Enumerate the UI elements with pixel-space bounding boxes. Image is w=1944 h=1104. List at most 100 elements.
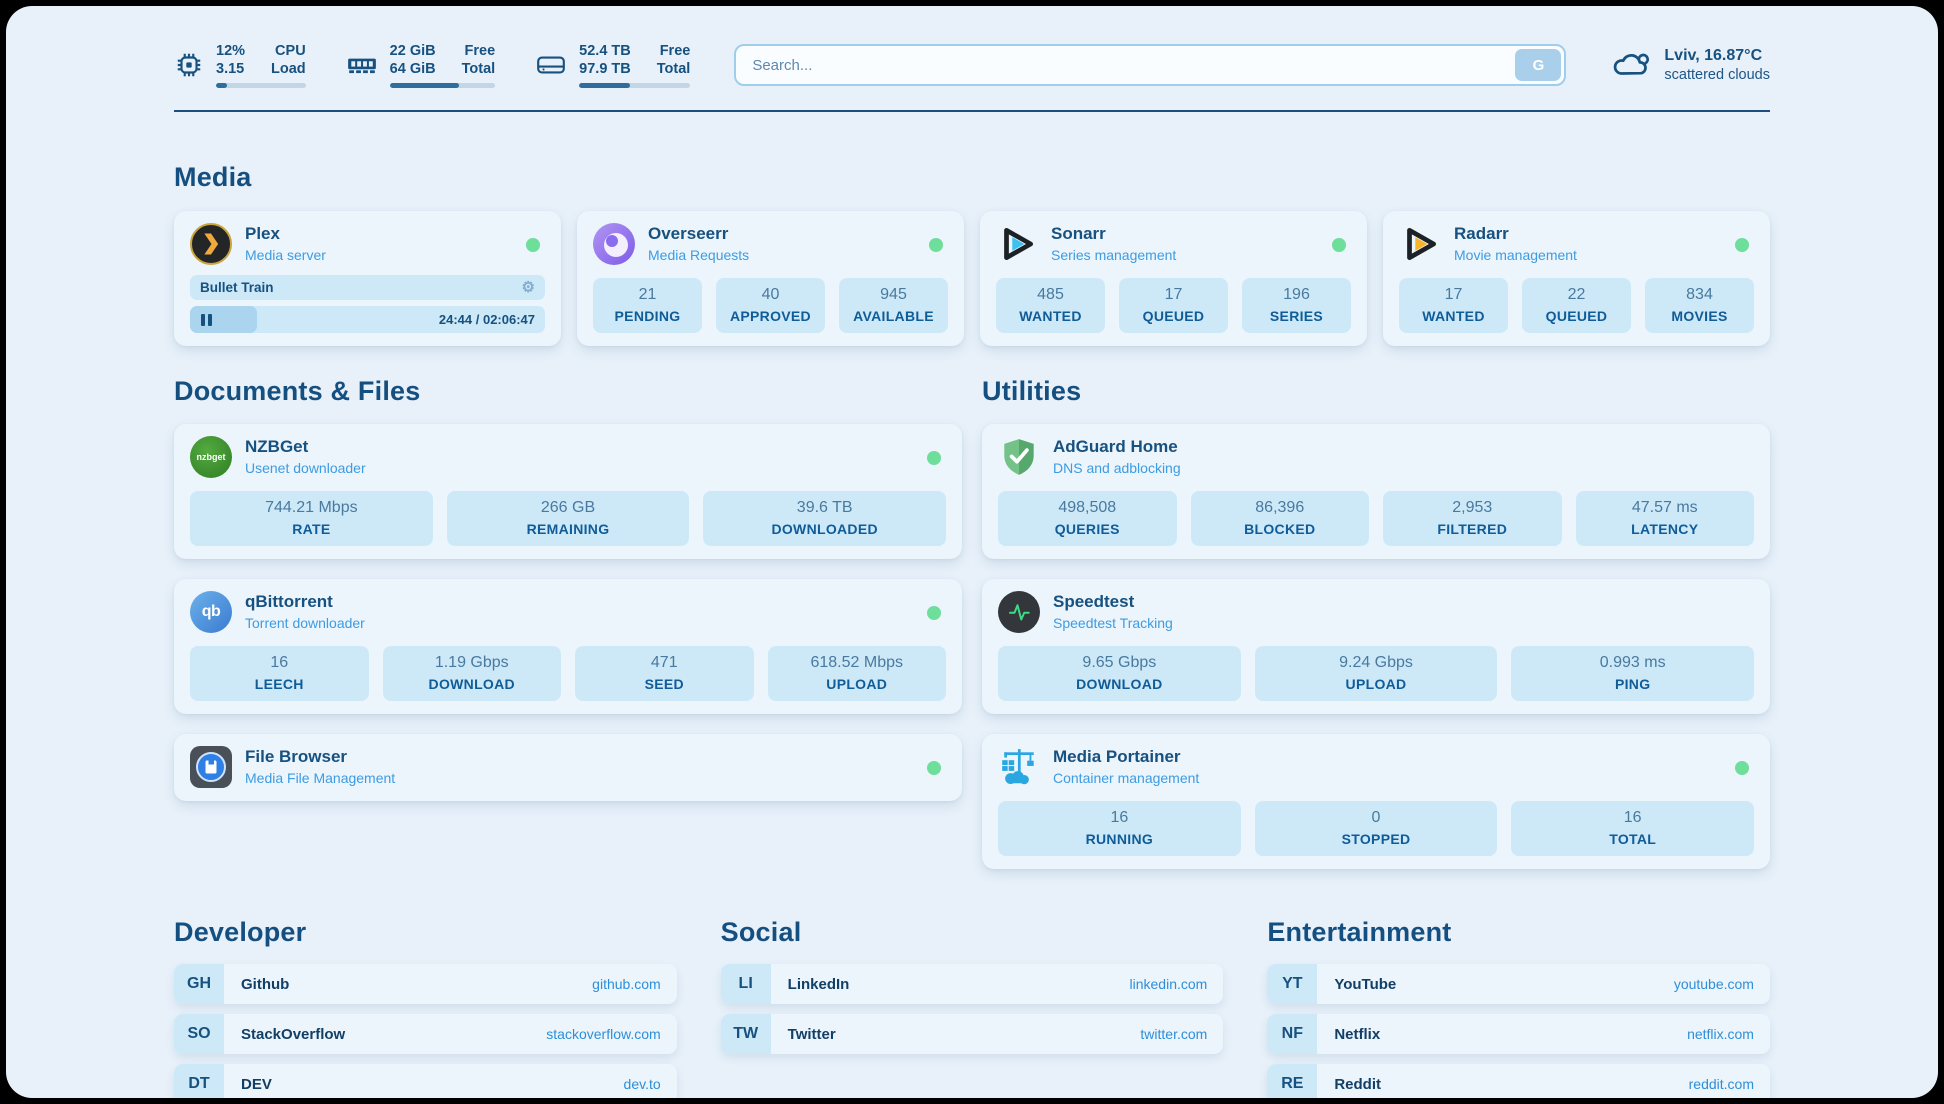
disk-label-top: Free xyxy=(659,43,691,59)
bookmark-name: YouTube xyxy=(1334,975,1397,993)
bookmark-url: github.com xyxy=(592,976,661,992)
bookmark-url: stackoverflow.com xyxy=(546,1026,661,1042)
stat-queries: 498,508 QUERIES xyxy=(998,491,1177,546)
disk-label-bottom: Total xyxy=(656,61,691,77)
bookmark-abbr: SO xyxy=(174,1014,224,1054)
stat-wanted: 17 WANTED xyxy=(1399,278,1508,333)
stat-remaining: 266 GB REMAINING xyxy=(446,491,690,546)
bookmark-name: Netflix xyxy=(1334,1025,1381,1043)
gear-icon[interactable]: ⚙ xyxy=(521,278,535,296)
system-widgets: 12% 3.15 CPU Load xyxy=(174,42,691,88)
bookmark-dev[interactable]: DT DEV dev.to xyxy=(174,1064,677,1098)
disk-total-value: 97.9 TB xyxy=(579,61,631,77)
stat-wanted: 485 WANTED xyxy=(996,278,1105,333)
ram-widget: 22 GiB 64 GiB Free Total xyxy=(346,42,496,88)
bookmark-abbr: TW xyxy=(720,1014,771,1054)
app-card-radarr[interactable]: Radarr Movie management 17 WANTED 22 QUE… xyxy=(1383,211,1770,346)
stat-seed: 471 SEED xyxy=(575,646,754,701)
bookmark-abbr: YT xyxy=(1267,964,1318,1004)
app-name: Sonarr xyxy=(1051,224,1106,243)
cpu-widget: 12% 3.15 CPU Load xyxy=(174,42,306,88)
stat-downloaded: 39.6 TB DOWNLOADED xyxy=(703,491,947,546)
disk-free-value: 52.4 TB xyxy=(579,43,631,59)
bookmark-stackoverflow[interactable]: SO StackOverflow stackoverflow.com xyxy=(174,1014,677,1054)
bookmark-abbr: DT xyxy=(174,1064,224,1098)
cpu-usage-value: 12% xyxy=(216,43,246,59)
ram-free-value: 22 GiB xyxy=(389,43,436,59)
app-description: Container management xyxy=(1053,770,1200,786)
header-divider xyxy=(174,110,1770,112)
bookmark-abbr: NF xyxy=(1267,1014,1318,1054)
portainer-icon xyxy=(998,746,1040,788)
stat-queued: 22 QUEUED xyxy=(1522,278,1631,333)
app-description: Usenet downloader xyxy=(245,460,366,476)
bookmark-abbr: RE xyxy=(1267,1064,1318,1098)
app-name: Radarr xyxy=(1454,224,1509,243)
bookmark-name: StackOverflow xyxy=(241,1025,346,1043)
app-card-nzbget[interactable]: nzbget NZBGet Usenet downloader 744.21 M… xyxy=(174,424,962,559)
bookmark-name: Twitter xyxy=(787,1025,836,1043)
radarr-icon xyxy=(1399,223,1441,265)
section-title-media: Media xyxy=(174,162,252,192)
stat-approved: 40 APPROVED xyxy=(716,278,825,333)
disk-widget: 52.4 TB 97.9 TB Free Total xyxy=(535,42,691,88)
stat-ping: 0.993 ms PING xyxy=(1511,646,1755,701)
bookmark-reddit[interactable]: RE Reddit reddit.com xyxy=(1267,1064,1770,1098)
status-dot xyxy=(927,761,941,775)
app-card-overseerr[interactable]: Overseerr Media Requests 21 PENDING 40 A… xyxy=(577,211,964,346)
stat-latency: 47.57 ms LATENCY xyxy=(1575,491,1754,546)
disk-progress-bar xyxy=(579,83,691,88)
ram-label-top: Free xyxy=(464,43,496,59)
app-description: Speedtest Tracking xyxy=(1053,615,1173,631)
bookmark-youtube[interactable]: YT YouTube youtube.com xyxy=(1267,964,1770,1004)
app-name: Overseerr xyxy=(648,224,729,243)
search-provider-button[interactable]: G xyxy=(1515,49,1562,81)
stat-filtered: 2,953 FILTERED xyxy=(1383,491,1562,546)
section-title-entertainment: Entertainment xyxy=(1267,917,1452,947)
app-name: File Browser xyxy=(245,747,348,766)
bookmark-url: reddit.com xyxy=(1688,1076,1754,1092)
ram-progress-bar xyxy=(389,83,496,88)
filebrowser-icon xyxy=(190,746,232,788)
app-card-plex[interactable]: Plex Media server Bullet Train ⚙ 24:44 /… xyxy=(174,211,561,346)
section-title-social: Social xyxy=(720,917,802,947)
stat-download: 9.65 Gbps DOWNLOAD xyxy=(998,646,1241,701)
pause-icon[interactable] xyxy=(201,314,212,326)
playback-progress-bar[interactable]: 24:44 / 02:06:47 xyxy=(190,306,545,333)
app-name: AdGuard Home xyxy=(1053,437,1178,456)
stat-queued: 17 QUEUED xyxy=(1119,278,1228,333)
bookmark-netflix[interactable]: NF Netflix netflix.com xyxy=(1267,1014,1770,1054)
bookmark-group-social: Social LI LinkedIn linkedin.com TW Twitt… xyxy=(720,869,1224,1098)
bookmark-github[interactable]: GH Github github.com xyxy=(174,964,677,1004)
bookmark-name: Github xyxy=(241,975,290,993)
section-title-documents: Documents & Files xyxy=(174,376,421,406)
app-description: Media server xyxy=(245,247,326,263)
stat-total: 16 TOTAL xyxy=(1511,801,1755,856)
ram-total-value: 64 GiB xyxy=(389,61,436,77)
qbittorrent-icon: qb xyxy=(190,591,232,633)
plex-icon xyxy=(190,223,232,265)
app-description: Series management xyxy=(1051,247,1177,263)
status-dot xyxy=(1735,238,1749,252)
utilities-column: Utilities xyxy=(982,346,1770,869)
dashboard-screen: 12% 3.15 CPU Load xyxy=(6,6,1938,1098)
app-card-portainer[interactable]: Media Portainer Container management 16 … xyxy=(982,734,1770,869)
weather-location-temp: Lviv, 16.87°C xyxy=(1664,46,1763,64)
disk-icon xyxy=(535,52,567,78)
bookmark-twitter[interactable]: TW Twitter twitter.com xyxy=(720,1014,1224,1054)
search-input[interactable] xyxy=(734,44,1567,86)
bookmark-url: youtube.com xyxy=(1673,976,1754,992)
search-bar: G xyxy=(734,44,1567,86)
app-card-speedtest[interactable]: Speedtest Speedtest Tracking 9.65 Gbps D… xyxy=(982,579,1770,714)
app-card-sonarr[interactable]: Sonarr Series management 485 WANTED 17 Q… xyxy=(980,211,1367,346)
bookmark-linkedin[interactable]: LI LinkedIn linkedin.com xyxy=(720,964,1224,1004)
app-description: DNS and adblocking xyxy=(1053,460,1181,476)
cpu-label-bottom: Load xyxy=(271,61,306,77)
app-card-qbittorrent[interactable]: qb qBittorrent Torrent downloader 16 LEE… xyxy=(174,579,962,714)
app-card-filebrowser[interactable]: File Browser Media File Management xyxy=(174,734,962,801)
app-card-adguard[interactable]: AdGuard Home DNS and adblocking 498,508 … xyxy=(982,424,1770,559)
media-grid: Plex Media server Bullet Train ⚙ 24:44 /… xyxy=(174,211,1770,346)
status-dot xyxy=(1332,238,1346,252)
stat-rate: 744.21 Mbps RATE xyxy=(190,491,433,546)
speedtest-icon xyxy=(998,591,1040,633)
